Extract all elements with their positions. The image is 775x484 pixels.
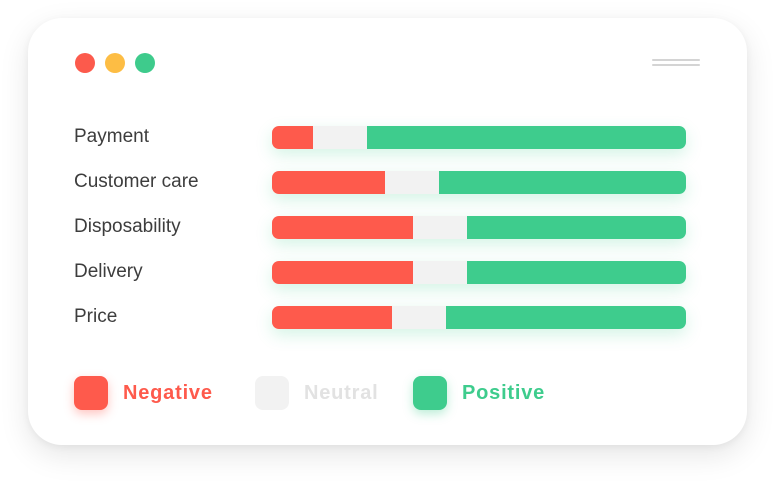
bar-segment-neutral (313, 126, 368, 149)
bar-segment-negative (272, 126, 314, 149)
bar-segment-negative (272, 306, 393, 329)
bar-segment-positive (445, 306, 686, 329)
stacked-bar (272, 261, 686, 284)
legend-swatch-positive (413, 376, 447, 410)
row-label: Delivery (74, 261, 143, 282)
bar-segment-positive (367, 126, 686, 149)
bar-segment-positive (466, 216, 686, 239)
bar-segment-negative (272, 171, 385, 194)
hamburger-icon[interactable] (652, 58, 700, 68)
legend-label-positive: Positive (462, 382, 546, 404)
bar-segment-neutral (384, 171, 440, 194)
row-label: Payment (74, 126, 149, 147)
close-dot[interactable] (75, 53, 95, 73)
legend-label-neutral: Neutral (304, 382, 379, 404)
menu-line (652, 59, 700, 61)
legend-label-negative: Negative (123, 382, 213, 404)
bar-segment-positive (466, 261, 686, 284)
legend-swatch-neutral (255, 376, 289, 410)
stacked-bar (272, 216, 686, 239)
bar-segment-negative (272, 261, 413, 284)
bar-segment-positive (439, 171, 686, 194)
bar-segment-neutral (412, 261, 467, 284)
row-label: Customer care (74, 171, 199, 192)
menu-line (652, 64, 700, 66)
bar-segment-neutral (392, 306, 446, 329)
minimize-dot[interactable] (105, 53, 125, 73)
row-label: Price (74, 306, 118, 327)
maximize-dot[interactable] (135, 53, 155, 73)
sentiment-card: Payment Customer care Disposability Deliver… (28, 18, 747, 445)
stacked-bar (272, 306, 686, 329)
stacked-bar (272, 171, 686, 194)
stacked-bar (272, 126, 686, 149)
row-label: Disposability (74, 216, 181, 237)
bar-segment-neutral (412, 216, 467, 239)
bar-segment-negative (272, 216, 413, 239)
legend-swatch-negative (74, 376, 108, 410)
